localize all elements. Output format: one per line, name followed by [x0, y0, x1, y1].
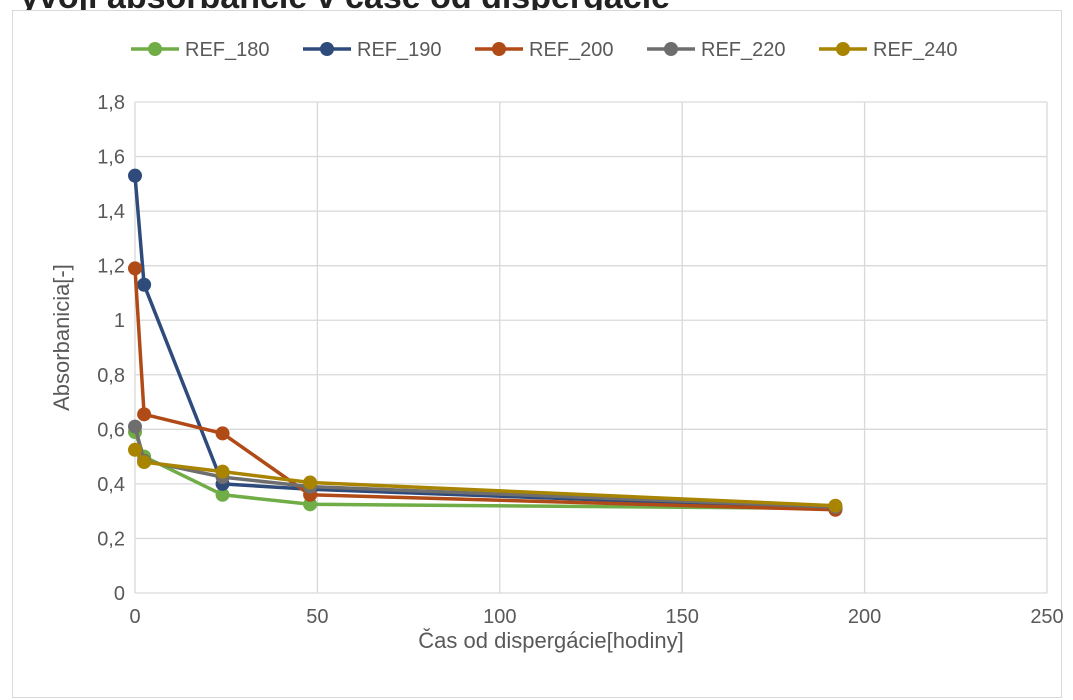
data-point	[828, 498, 843, 513]
data-point	[128, 261, 142, 276]
x-tick-label: 150	[666, 606, 699, 628]
data-point	[137, 277, 152, 292]
legend-swatch-marker	[836, 42, 850, 56]
data-point	[128, 419, 142, 434]
legend-label: REF_200	[529, 39, 614, 61]
data-point	[128, 168, 142, 183]
data-point	[215, 426, 230, 441]
chart-frame: 0 0,2 0,4 0,6 0,8 1 1,2 1,4 1,6 1,8 0 50 100 150 200 25…	[12, 10, 1063, 698]
y-tick-label: 0,2	[97, 528, 125, 550]
legend-entry: REF_220	[647, 39, 786, 61]
legend-entry: REF_240	[819, 39, 958, 61]
y-axis-title: Absorbanicia[-]	[49, 264, 74, 411]
x-tick-label: 0	[129, 606, 140, 628]
legend-swatch-marker	[664, 42, 678, 56]
data-point	[137, 407, 152, 422]
legend-entry: REF_190	[303, 39, 442, 61]
data-point	[215, 487, 230, 502]
x-tick-label: 100	[483, 606, 516, 628]
legend-entry: REF_180	[131, 39, 270, 61]
y-tick-label: 0,6	[97, 419, 125, 441]
y-tick-label: 0,4	[97, 474, 125, 496]
y-tick-label: 1	[114, 310, 125, 332]
legend: REF_180 REF_190 REF_200 REF_220 REF_240	[131, 39, 958, 61]
legend-swatch-marker	[320, 42, 334, 56]
legend-label: REF_180	[185, 39, 270, 61]
y-tick-label: 0,8	[97, 365, 125, 387]
data-point	[137, 455, 152, 470]
legend-entry: REF_200	[475, 39, 614, 61]
x-tick-label: 250	[1030, 606, 1063, 628]
y-tick-label: 1,2	[97, 256, 125, 278]
legend-label: REF_220	[701, 39, 786, 61]
x-tick-label: 200	[848, 606, 881, 628]
legend-label: REF_190	[357, 39, 442, 61]
legend-label: REF_240	[873, 39, 958, 61]
series-line	[133, 175, 836, 511]
legend-swatch-marker	[492, 42, 506, 56]
series-ref-240	[128, 442, 843, 513]
series-lines	[128, 168, 843, 517]
tick-labels: 0 0,2 0,4 0,6 0,8 1 1,2 1,4 1,6 1,8 0 50 100 150 200 25…	[97, 92, 1063, 628]
legend-swatch-marker	[148, 42, 162, 56]
gridlines	[134, 101, 1048, 594]
y-tick-label: 1,4	[97, 201, 125, 223]
series-ref-190	[128, 168, 843, 516]
data-point	[128, 442, 142, 457]
y-tick-label: 0	[114, 583, 125, 605]
y-tick-label: 1,8	[97, 92, 125, 114]
x-tick-label: 50	[306, 606, 328, 628]
y-tick-label: 1,6	[97, 147, 125, 169]
data-point	[215, 464, 230, 479]
line-chart: 0 0,2 0,4 0,6 0,8 1 1,2 1,4 1,6 1,8 0 50 100 150 200 25…	[49, 39, 1063, 653]
x-axis-title: Čas od dispergácie[hodiny]	[418, 628, 683, 653]
data-point	[303, 475, 318, 490]
